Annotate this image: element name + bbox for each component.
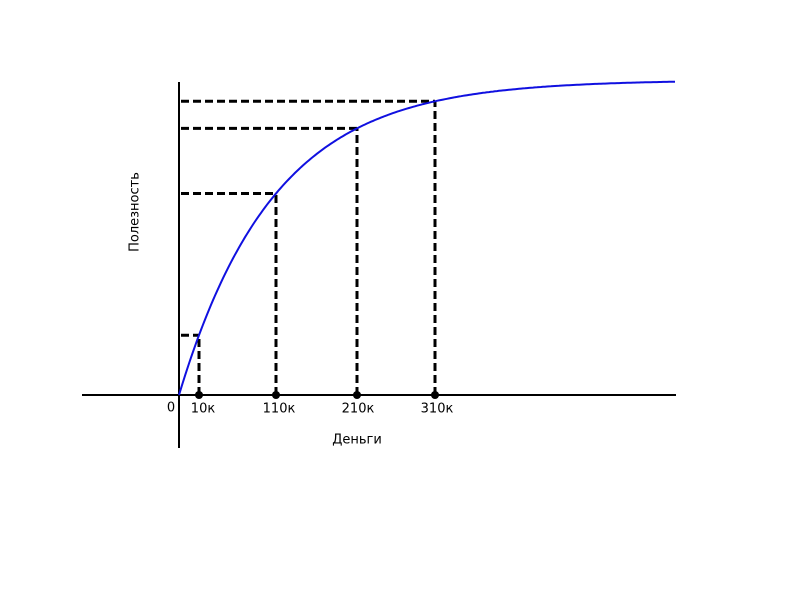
points [195, 391, 439, 399]
y-axis-label: Полезность [128, 172, 143, 252]
guide-lines [181, 99, 437, 395]
point [272, 391, 280, 399]
x-point-label: 110к [263, 402, 296, 417]
point [353, 391, 361, 399]
x-point-label: 10к [191, 402, 216, 417]
point [431, 391, 439, 399]
x-point-label: 310к [421, 402, 454, 417]
x-axis-label: Деньги [332, 433, 382, 448]
utility-curve [178, 80, 675, 396]
origin-label: 0 [167, 401, 175, 416]
x-point-label: 210к [342, 402, 375, 417]
point [195, 391, 203, 399]
